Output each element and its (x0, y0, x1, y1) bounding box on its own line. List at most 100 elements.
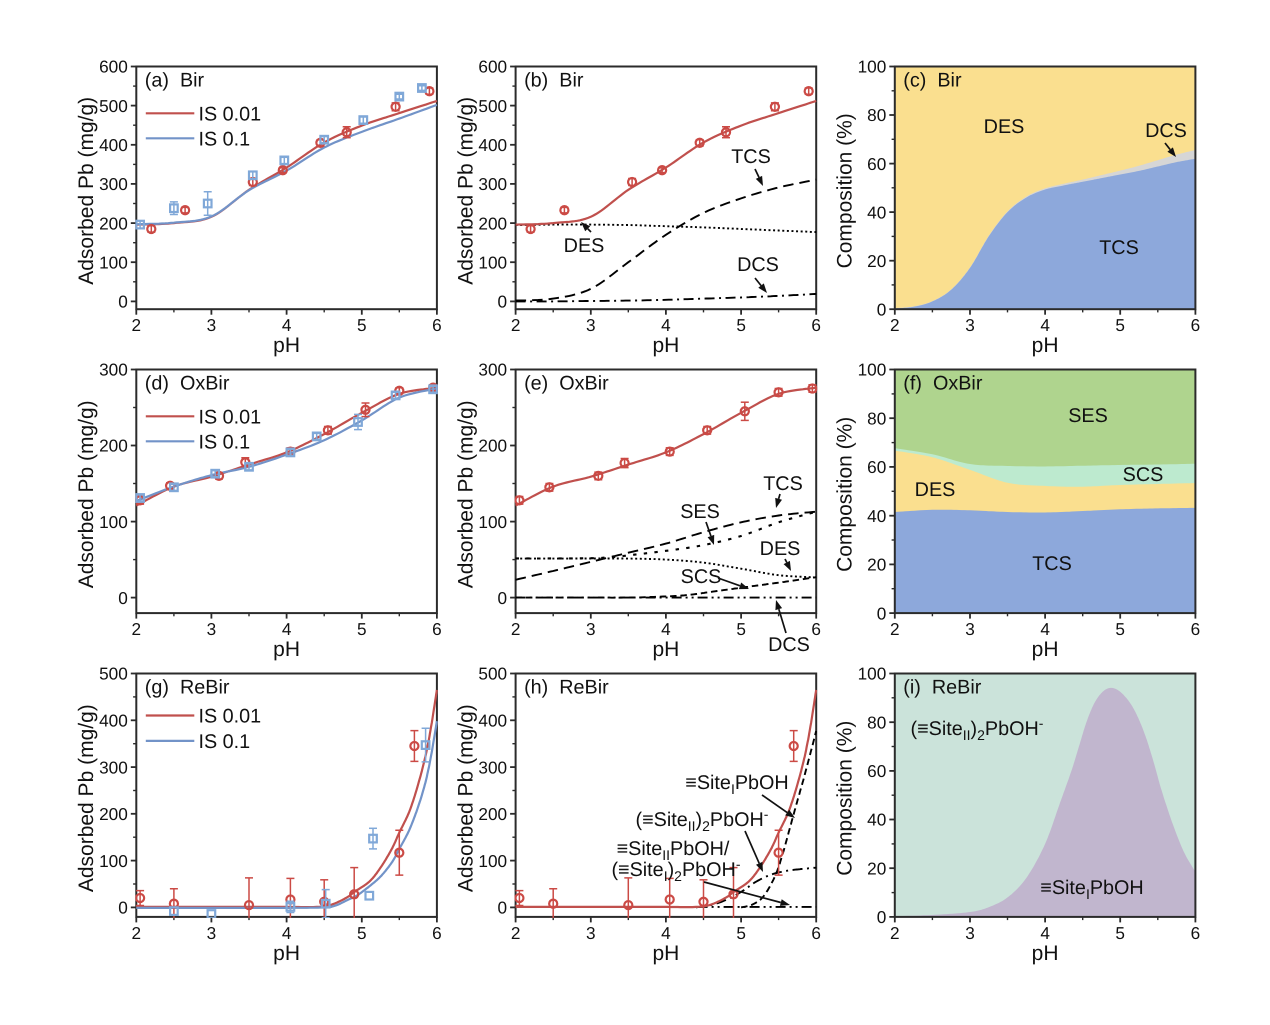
svg-text:(a) Bir: (a) Bir (145, 70, 205, 92)
svg-text:pH: pH (273, 942, 300, 965)
svg-text:5: 5 (1115, 315, 1125, 335)
svg-text:100: 100 (478, 252, 507, 272)
svg-text:SCS: SCS (1123, 464, 1164, 486)
svg-text:0: 0 (877, 907, 887, 927)
svg-text:2: 2 (511, 923, 521, 943)
svg-text:200: 200 (478, 213, 507, 233)
svg-text:100: 100 (99, 512, 128, 532)
svg-text:2: 2 (132, 619, 142, 639)
svg-text:0: 0 (498, 588, 508, 608)
svg-text:5: 5 (1115, 923, 1125, 943)
svg-text:6: 6 (432, 923, 442, 943)
svg-text:(c) Bir: (c) Bir (903, 70, 962, 92)
svg-text:pH: pH (652, 942, 679, 965)
svg-text:IS 0.01: IS 0.01 (199, 706, 262, 728)
svg-text:(h) ReBir: (h) ReBir (524, 677, 609, 699)
svg-text:6: 6 (1191, 315, 1201, 335)
svg-text:500: 500 (478, 96, 507, 116)
svg-text:(f) OxBir: (f) OxBir (903, 373, 983, 395)
svg-text:IS 0.1: IS 0.1 (199, 431, 251, 453)
svg-text:40: 40 (867, 506, 886, 526)
svg-text:40: 40 (867, 810, 886, 830)
svg-text:≡SiteIPbOH: ≡SiteIPbOH (1040, 877, 1143, 902)
svg-text:(b) Bir: (b) Bir (524, 70, 584, 92)
svg-text:500: 500 (478, 664, 507, 684)
svg-text:40: 40 (867, 202, 886, 222)
svg-text:(≡SiteII)2PbOH-: (≡SiteII)2PbOH- (911, 715, 1044, 743)
svg-text:5: 5 (357, 923, 367, 943)
svg-text:20: 20 (867, 555, 886, 575)
svg-text:0: 0 (498, 292, 508, 312)
svg-text:400: 400 (99, 711, 128, 731)
svg-text:5: 5 (736, 923, 746, 943)
svg-text:TCS: TCS (1032, 553, 1072, 575)
svg-text:4: 4 (1040, 619, 1050, 639)
svg-text:4: 4 (661, 923, 671, 943)
svg-text:300: 300 (478, 174, 507, 194)
svg-text:3: 3 (586, 619, 596, 639)
svg-text:4: 4 (282, 619, 292, 639)
svg-text:(g) ReBir: (g) ReBir (145, 677, 230, 699)
svg-text:600: 600 (478, 57, 507, 77)
svg-text:200: 200 (99, 804, 128, 824)
svg-text:pH: pH (1032, 638, 1059, 661)
svg-text:80: 80 (867, 105, 886, 125)
svg-text:DES: DES (984, 116, 1025, 138)
svg-text:80: 80 (867, 408, 886, 428)
svg-text:3: 3 (586, 315, 596, 335)
svg-text:5: 5 (357, 315, 367, 335)
svg-text:≡SiteIIPbOH/: ≡SiteIIPbOH/ (617, 838, 730, 863)
svg-text:IS 0.1: IS 0.1 (199, 731, 251, 753)
svg-text:100: 100 (858, 57, 887, 77)
svg-text:pH: pH (273, 334, 300, 357)
svg-text:300: 300 (478, 360, 507, 380)
svg-text:200: 200 (99, 436, 128, 456)
svg-text:6: 6 (1191, 619, 1201, 639)
svg-text:80: 80 (867, 712, 886, 732)
svg-text:100: 100 (858, 664, 887, 684)
svg-text:Composition (%): Composition (%) (834, 113, 857, 268)
svg-text:SCS: SCS (681, 566, 722, 588)
svg-text:100: 100 (478, 512, 507, 532)
svg-text:DES: DES (760, 538, 801, 560)
svg-text:DES: DES (564, 235, 605, 257)
svg-text:pH: pH (1032, 942, 1059, 965)
svg-text:pH: pH (652, 638, 679, 661)
svg-text:6: 6 (811, 315, 821, 335)
svg-text:TCS: TCS (731, 146, 771, 168)
svg-text:IS 0.01: IS 0.01 (199, 103, 262, 125)
svg-text:0: 0 (118, 588, 128, 608)
svg-text:6: 6 (1191, 923, 1201, 943)
svg-text:6: 6 (811, 923, 821, 943)
svg-text:Composition (%): Composition (%) (834, 721, 857, 876)
svg-text:300: 300 (99, 174, 128, 194)
svg-text:4: 4 (661, 315, 671, 335)
svg-text:Composition (%): Composition (%) (834, 417, 857, 572)
svg-text:Adsorbed Pb (mg/g): Adsorbed Pb (mg/g) (75, 97, 98, 285)
svg-text:pH: pH (1032, 334, 1059, 357)
svg-text:TCS: TCS (763, 473, 803, 495)
svg-text:3: 3 (207, 619, 217, 639)
svg-text:100: 100 (858, 360, 887, 380)
svg-text:300: 300 (99, 360, 128, 380)
svg-text:200: 200 (99, 213, 128, 233)
svg-text:400: 400 (478, 135, 507, 155)
svg-text:3: 3 (965, 315, 975, 335)
svg-text:4: 4 (282, 923, 292, 943)
svg-text:3: 3 (965, 619, 975, 639)
svg-text:0: 0 (498, 898, 508, 918)
svg-text:6: 6 (811, 619, 821, 639)
svg-text:2: 2 (890, 923, 900, 943)
svg-text:3: 3 (965, 923, 975, 943)
svg-text:400: 400 (99, 135, 128, 155)
svg-text:Adsorbed Pb (mg/g): Adsorbed Pb (mg/g) (454, 704, 477, 892)
svg-text:6: 6 (432, 619, 442, 639)
svg-text:2: 2 (890, 315, 900, 335)
svg-text:(e) OxBir: (e) OxBir (524, 373, 609, 395)
svg-text:0: 0 (877, 603, 887, 623)
svg-text:(≡SiteI)2PbOH-: (≡SiteI)2PbOH- (611, 856, 740, 884)
svg-text:Adsorbed Pb (mg/g): Adsorbed Pb (mg/g) (454, 97, 477, 285)
svg-text:60: 60 (867, 457, 886, 477)
svg-text:500: 500 (99, 96, 128, 116)
svg-text:4: 4 (1040, 923, 1050, 943)
